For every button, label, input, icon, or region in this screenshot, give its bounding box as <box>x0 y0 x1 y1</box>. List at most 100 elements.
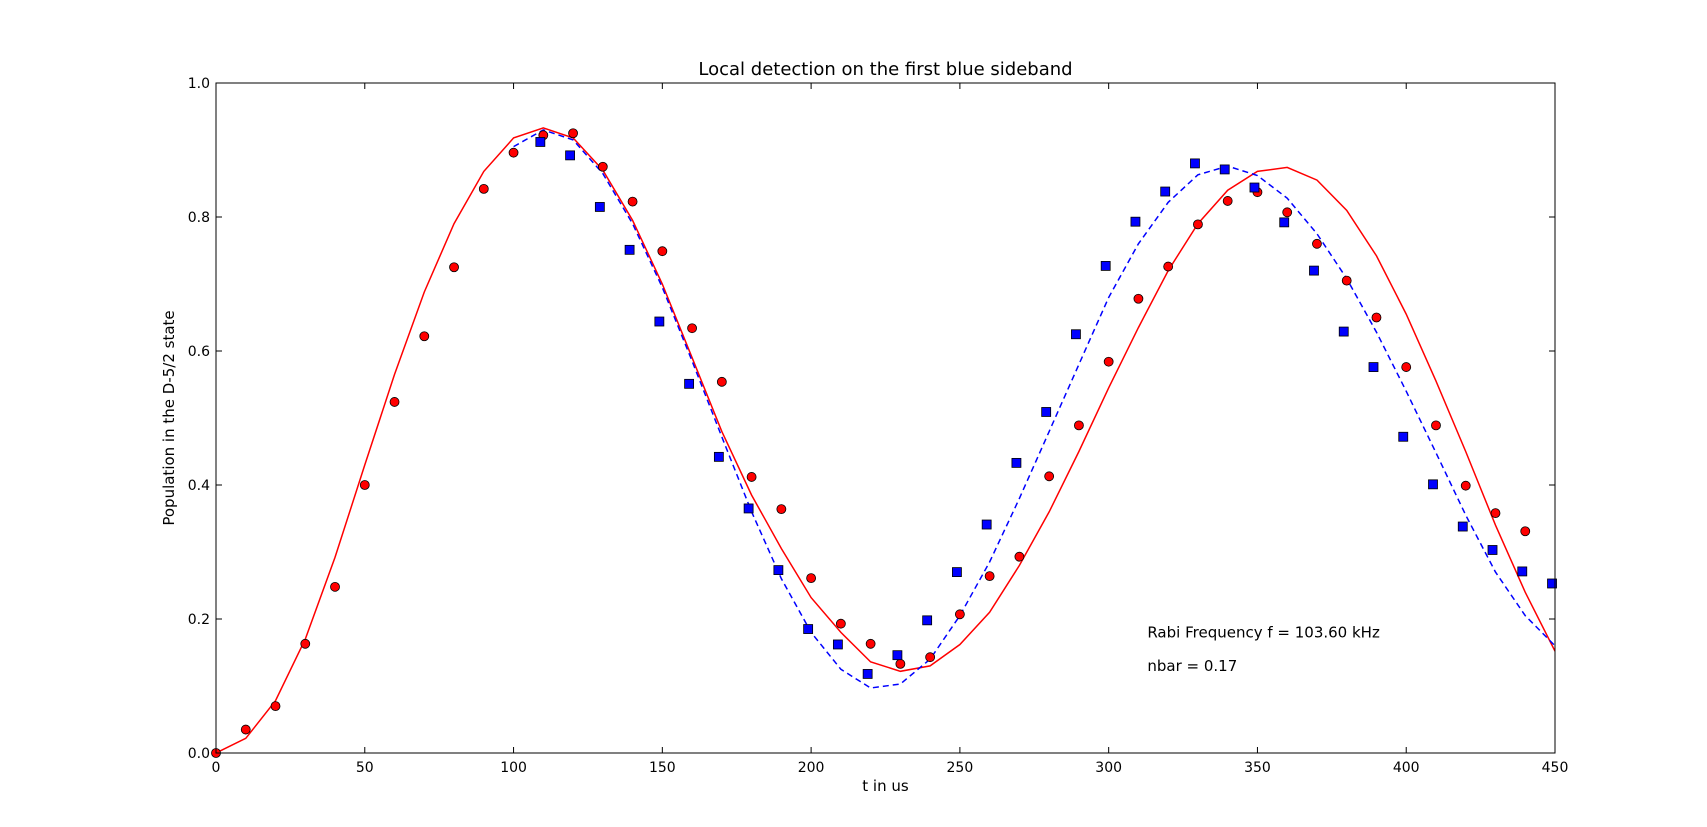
plot-frame <box>215 82 1556 754</box>
y-tick-label: 1.0 <box>188 76 210 92</box>
red-data-point <box>1163 261 1174 272</box>
x-tick-label: 300 <box>1095 760 1122 776</box>
red-data-point <box>954 609 965 620</box>
x-tick-label: 400 <box>1393 760 1420 776</box>
y-tick-label: 0.2 <box>188 612 210 628</box>
blue-data-point <box>535 137 546 147</box>
red-data-point <box>925 652 936 663</box>
blue-data-point <box>862 669 873 679</box>
red-fit-line <box>216 127 1555 753</box>
red-data-point <box>1133 293 1144 304</box>
blue-data-point <box>1457 521 1468 532</box>
plot-area <box>211 127 1557 758</box>
blue-data-point <box>1547 578 1557 589</box>
y-tick-label: 0.8 <box>188 210 210 226</box>
x-axis-title: t in us <box>862 777 909 795</box>
red-data-point <box>1341 275 1352 286</box>
red-data-point <box>806 573 817 584</box>
red-data-point <box>1401 362 1412 372</box>
blue-data-point <box>1041 407 1052 417</box>
red-data-point <box>895 658 906 669</box>
blue-data-point <box>654 316 665 327</box>
blue-data-point <box>952 567 962 577</box>
y-tick-label: 0.0 <box>188 746 210 762</box>
x-tick-label: 350 <box>1244 760 1271 776</box>
blue-data-point <box>565 150 575 161</box>
blue-data-point <box>773 565 784 575</box>
y-tick-label: 0.6 <box>188 344 210 360</box>
x-tick-label: 0 <box>212 760 221 776</box>
annotation-nbar: nbar = 0.17 <box>1147 657 1237 675</box>
chart-title: Local detection on the first blue sideba… <box>698 59 1072 80</box>
red-data-point <box>984 571 995 582</box>
red-data-point <box>300 638 311 649</box>
blue-data-point <box>1190 158 1200 169</box>
red-data-point <box>508 147 519 158</box>
red-data-point <box>1103 356 1114 367</box>
red-data-point <box>330 581 340 592</box>
x-tick-label: 450 <box>1542 760 1569 776</box>
blue-data-point <box>1071 329 1081 340</box>
blue-data-point <box>892 650 903 661</box>
blue-data-point <box>624 244 635 255</box>
red-data-point <box>657 246 668 257</box>
blue-data-point <box>1130 216 1141 227</box>
red-data-point <box>776 504 787 515</box>
blue-data-point <box>1011 457 1022 468</box>
red-data-point <box>359 480 370 490</box>
blue-data-point <box>803 624 814 634</box>
blue-data-point <box>1428 479 1438 490</box>
x-tick-label: 50 <box>356 760 374 776</box>
blue-data-point <box>1100 261 1111 271</box>
red-data-point <box>1074 420 1084 431</box>
blue-data-point <box>713 451 724 462</box>
red-data-point <box>1014 551 1025 562</box>
blue-data-point <box>1160 186 1171 197</box>
blue-data-point <box>832 639 843 650</box>
red-data-point <box>1490 508 1501 519</box>
red-data-point <box>389 397 400 407</box>
red-data-point <box>1520 526 1531 537</box>
red-data-point <box>687 323 697 334</box>
red-data-point <box>746 472 757 482</box>
red-data-point <box>240 724 251 735</box>
red-data-point <box>1460 480 1471 491</box>
red-data-point <box>478 183 489 194</box>
blue-data-point <box>1309 265 1319 276</box>
axis-ticks: 0 50 100 150 200 250 300 350 400 450 0.0 0.2 0.4 0.6 0… <box>188 76 1569 776</box>
red-data-point <box>270 701 281 711</box>
blue-data-point <box>1249 182 1260 193</box>
blue-data-point <box>922 615 933 626</box>
blue-data-point <box>743 503 754 514</box>
annotation-rabi-frequency: Rabi Frequency f = 103.60 kHz <box>1147 623 1380 641</box>
red-data-point <box>1044 471 1055 482</box>
blue-data-point <box>594 202 605 212</box>
x-tick-label: 150 <box>649 760 676 776</box>
red-data-point <box>1193 219 1203 230</box>
red-data-point <box>1222 196 1233 206</box>
blue-data-point <box>981 519 992 530</box>
blue-data-point <box>1219 164 1230 175</box>
y-tick-label: 0.4 <box>188 478 210 494</box>
blue-data-point <box>1368 362 1379 372</box>
x-tick-label: 250 <box>947 760 974 776</box>
red-data-point <box>716 376 727 387</box>
red-data-point <box>568 128 578 139</box>
red-data-point <box>1371 312 1382 323</box>
blue-data-point <box>1338 326 1349 337</box>
y-axis-title: Population in the D-5/2 state <box>160 310 178 525</box>
blue-data-point <box>1487 545 1498 555</box>
red-data-point <box>627 196 638 207</box>
x-tick-label: 100 <box>500 760 527 776</box>
red-data-point <box>449 262 459 273</box>
red-data-point <box>419 331 430 342</box>
red-data-point <box>597 161 608 172</box>
blue-data-point <box>1517 566 1528 577</box>
blue-data-point <box>1398 431 1409 442</box>
red-data-point <box>835 618 846 629</box>
blue-data-point <box>684 378 695 389</box>
x-tick-label: 200 <box>798 760 825 776</box>
red-data-point <box>1431 420 1441 431</box>
red-data-point <box>1282 207 1293 218</box>
